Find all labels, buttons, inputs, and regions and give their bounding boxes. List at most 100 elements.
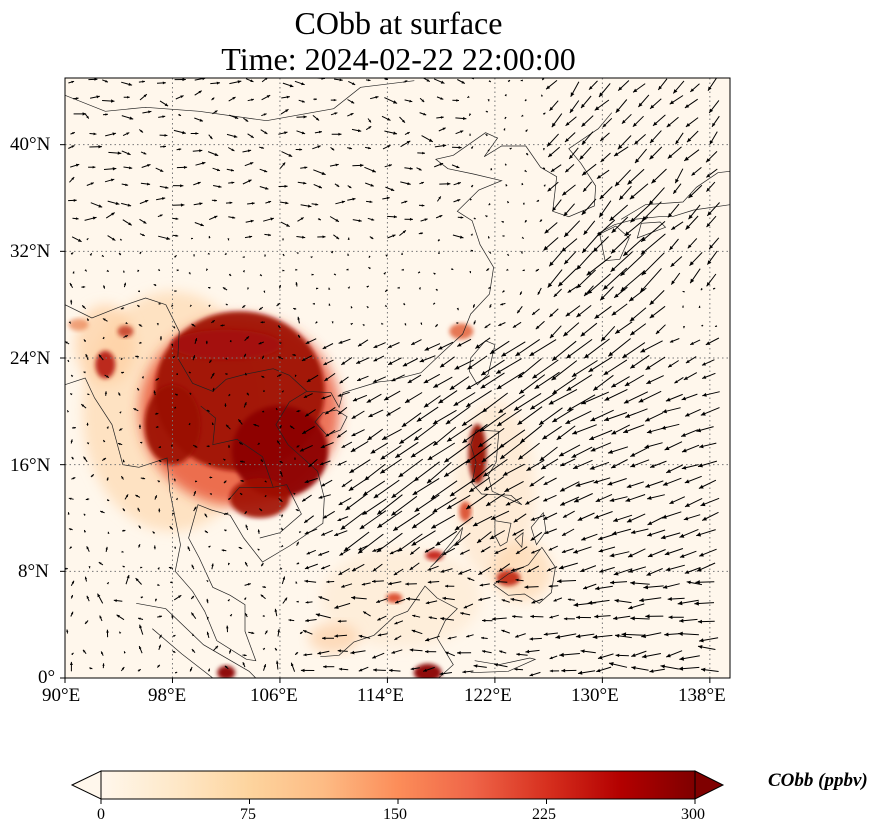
wind-arrow — [685, 117, 699, 128]
wind-arrow — [442, 547, 456, 556]
wind-arrow — [313, 169, 326, 176]
wind-arrow — [376, 598, 388, 603]
wind-arrow — [612, 514, 633, 522]
wind-arrow — [551, 360, 578, 381]
wind-arrow — [102, 318, 108, 322]
wind-arrow — [598, 546, 616, 553]
wind-arrow — [581, 198, 597, 216]
wind-arrow — [281, 514, 284, 518]
wind-arrow — [295, 282, 298, 287]
wind-arrow — [174, 290, 177, 293]
wind-arrow — [452, 99, 460, 102]
wind-arrow — [649, 460, 667, 468]
wind-arrow — [73, 112, 87, 116]
wind-arrow — [228, 273, 232, 277]
wind-arrow — [576, 251, 594, 271]
wind-arrow — [357, 339, 369, 347]
wind-arrow — [611, 216, 629, 234]
wind-arrow — [298, 531, 302, 534]
wind-arrow — [351, 128, 362, 133]
wind-arrow — [391, 374, 405, 382]
wind-arrow — [211, 563, 214, 570]
indochina-plume-core — [231, 405, 328, 498]
wind-arrow — [358, 634, 371, 639]
wind-arrow — [576, 269, 596, 289]
wind-arrow — [242, 654, 247, 657]
wind-arrow — [517, 406, 543, 426]
wind-arrow — [71, 426, 76, 429]
wind-arrow — [445, 406, 470, 425]
wind-arrow — [138, 129, 144, 133]
wind-arrow — [602, 117, 613, 128]
wind-arrow — [580, 649, 596, 654]
wind-arrow — [334, 530, 348, 537]
wind-arrow — [473, 664, 487, 668]
wind-arrow — [683, 372, 698, 381]
wind-arrow — [439, 356, 455, 368]
wind-arrow — [340, 511, 366, 530]
wind-arrow — [627, 548, 646, 558]
wind-arrow — [475, 337, 491, 349]
wind-arrow — [243, 402, 247, 408]
colorbar-tick-label: 300 — [681, 806, 705, 823]
wind-arrow — [304, 563, 318, 570]
wind-arrow — [641, 653, 661, 659]
wind-arrow — [275, 407, 278, 411]
wind-arrow — [72, 217, 79, 220]
wind-arrow — [439, 672, 452, 676]
wind-arrow — [171, 304, 174, 308]
wind-arrow — [515, 578, 524, 582]
wind-arrow — [156, 664, 161, 668]
wind-arrow — [570, 81, 580, 98]
wind-arrow — [403, 80, 408, 83]
wind-arrow — [264, 254, 267, 257]
wind-arrow — [172, 355, 176, 359]
inland-border — [65, 297, 166, 319]
wind-arrow — [400, 181, 411, 186]
wind-arrow — [496, 408, 522, 427]
wind-arrow — [297, 217, 304, 222]
wind-arrow — [406, 597, 420, 601]
wind-arrow — [524, 219, 527, 223]
wind-arrow — [173, 478, 176, 482]
wind-arrow — [122, 459, 125, 463]
wind-arrow — [667, 597, 685, 601]
wind-arrow — [488, 236, 490, 239]
wind-arrow — [532, 359, 559, 379]
wind-arrow — [702, 372, 716, 379]
wind-arrow — [139, 233, 146, 237]
wind-arrow — [509, 147, 512, 150]
wind-arrow — [153, 390, 156, 396]
wind-arrow — [698, 442, 717, 449]
wind-arrow — [573, 493, 593, 503]
wind-arrow — [688, 204, 701, 220]
wind-arrow — [542, 425, 562, 440]
wind-arrow — [681, 305, 684, 308]
wind-arrow — [381, 322, 384, 325]
wind-arrow — [677, 599, 699, 606]
wind-arrow — [224, 529, 227, 532]
wind-arrow — [229, 80, 242, 85]
wind-arrow — [171, 343, 174, 347]
wind-arrow — [412, 614, 421, 618]
wind-arrow — [296, 130, 306, 135]
wind-arrow — [486, 268, 490, 272]
wind-arrow — [174, 254, 177, 258]
wind-arrow — [212, 110, 218, 115]
wind-arrow — [173, 594, 182, 601]
wind-arrow — [310, 256, 313, 259]
wind-arrow — [709, 131, 718, 145]
wind-arrow — [562, 322, 580, 337]
wind-arrow — [105, 546, 108, 553]
wind-arrow — [139, 199, 149, 205]
wind-arrow — [698, 305, 701, 308]
wind-arrow — [543, 184, 546, 187]
myanmar-west-patch — [95, 350, 116, 379]
wind-arrow — [125, 321, 128, 325]
wind-arrow — [603, 359, 628, 376]
wind-arrow — [423, 395, 441, 408]
wind-arrow — [447, 636, 457, 640]
wind-arrow — [172, 203, 185, 207]
lat-tick-label: 16°N — [10, 455, 51, 476]
wind-arrow — [694, 601, 715, 606]
